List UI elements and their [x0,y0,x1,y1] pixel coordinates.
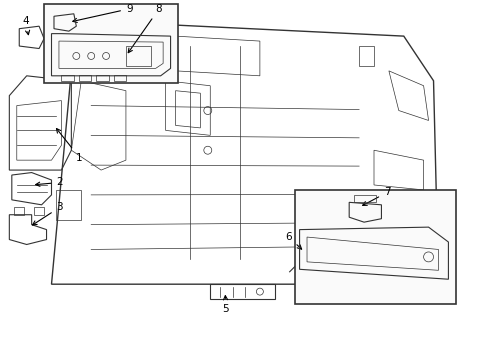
Text: 9: 9 [73,4,133,22]
Bar [294,190,456,304]
Bar [79,75,91,81]
Bar [61,75,74,81]
Text: 4: 4 [23,16,29,35]
Text: 5: 5 [222,296,229,314]
Text: 1: 1 [56,129,83,163]
Text: 3: 3 [32,202,63,225]
Text: 2: 2 [36,177,63,188]
Text: 8: 8 [128,4,162,53]
Text: 6: 6 [286,232,302,249]
Bar [114,75,126,81]
Bar [96,75,109,81]
Bar [44,4,178,83]
Text: 7: 7 [363,188,391,206]
Bar [126,46,151,66]
